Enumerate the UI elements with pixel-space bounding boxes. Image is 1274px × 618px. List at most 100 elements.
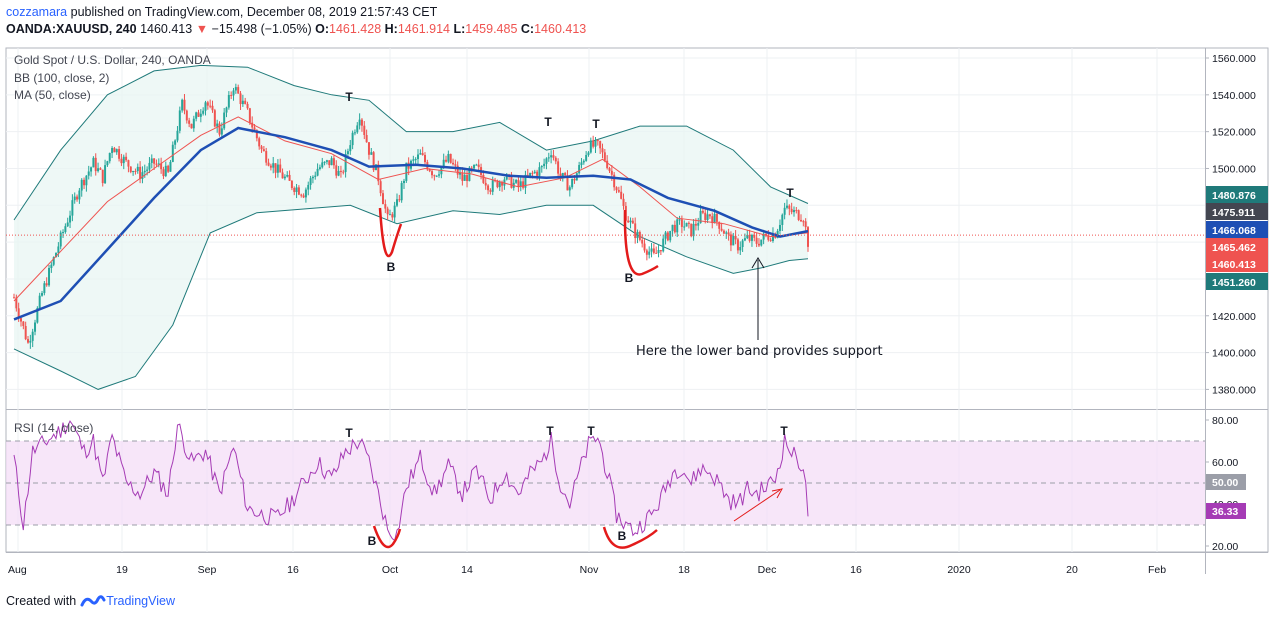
candle-body[interactable]: [211, 105, 214, 111]
candle-body[interactable]: [244, 100, 247, 104]
candle-body[interactable]: [501, 182, 504, 186]
candle-body[interactable]: [169, 161, 172, 172]
candle-body[interactable]: [50, 264, 53, 269]
candle-body[interactable]: [685, 222, 688, 227]
candle-body[interactable]: [445, 159, 448, 162]
candle-body[interactable]: [596, 140, 599, 142]
candle-body[interactable]: [309, 178, 312, 185]
candle-body[interactable]: [379, 181, 382, 194]
candle-body[interactable]: [192, 118, 195, 129]
candle-body[interactable]: [461, 172, 464, 181]
candle-body[interactable]: [267, 162, 270, 166]
candle-body[interactable]: [279, 164, 282, 173]
candle-body[interactable]: [218, 123, 221, 135]
candle-body[interactable]: [783, 207, 786, 215]
bb-lower-band[interactable]: [13, 204, 809, 390]
candle-body[interactable]: [704, 212, 707, 220]
candle-body[interactable]: [181, 99, 184, 111]
candle-body[interactable]: [311, 176, 314, 179]
candle-body[interactable]: [442, 159, 445, 167]
candle-body[interactable]: [559, 173, 562, 177]
candle-body[interactable]: [386, 208, 389, 215]
candle-body[interactable]: [139, 166, 142, 179]
candle-body[interactable]: [120, 158, 123, 164]
candle-body[interactable]: [419, 153, 422, 155]
candle-body[interactable]: [566, 175, 569, 191]
candle-body[interactable]: [659, 250, 662, 252]
candle-body[interactable]: [225, 107, 228, 113]
candle-body[interactable]: [381, 193, 384, 205]
candle-body[interactable]: [449, 153, 452, 163]
candle-body[interactable]: [85, 175, 88, 186]
candle-body[interactable]: [746, 234, 749, 239]
candle-body[interactable]: [92, 157, 95, 168]
bb-basis-line[interactable]: [13, 116, 809, 302]
candle-body[interactable]: [204, 102, 207, 111]
candle-body[interactable]: [468, 167, 471, 182]
candle-body[interactable]: [543, 163, 546, 167]
candle-body[interactable]: [587, 152, 590, 156]
candle-body[interactable]: [248, 108, 251, 123]
candle-body[interactable]: [729, 234, 732, 246]
candle-body[interactable]: [97, 168, 100, 172]
candle-body[interactable]: [171, 144, 174, 162]
candle-body[interactable]: [83, 179, 86, 186]
candle-body[interactable]: [727, 232, 730, 235]
candle-body[interactable]: [515, 179, 518, 183]
candle-body[interactable]: [293, 188, 296, 192]
candle-body[interactable]: [524, 174, 527, 188]
candle-body[interactable]: [393, 205, 396, 218]
ma50-line[interactable]: [13, 126, 809, 321]
candle-body[interactable]: [190, 123, 193, 129]
candle-body[interactable]: [153, 158, 156, 164]
candle-body[interactable]: [122, 156, 125, 164]
candle-body[interactable]: [223, 112, 226, 129]
candle-body[interactable]: [183, 99, 186, 111]
candle-body[interactable]: [251, 122, 254, 128]
candle-body[interactable]: [412, 159, 415, 161]
candle-body[interactable]: [167, 165, 170, 172]
candle-body[interactable]: [199, 113, 202, 117]
candle-body[interactable]: [799, 219, 802, 222]
candle-body[interactable]: [554, 157, 557, 162]
candle-body[interactable]: [683, 226, 686, 228]
candle-body[interactable]: [346, 151, 349, 155]
candle-body[interactable]: [680, 219, 683, 227]
candle-body[interactable]: [125, 156, 128, 161]
candle-body[interactable]: [87, 171, 90, 176]
candle-body[interactable]: [671, 224, 674, 231]
candle-body[interactable]: [370, 152, 373, 155]
candle-body[interactable]: [538, 167, 541, 176]
candle-body[interactable]: [237, 87, 240, 94]
candle-body[interactable]: [517, 179, 520, 187]
candle-body[interactable]: [496, 180, 499, 188]
candle-body[interactable]: [52, 257, 55, 265]
candle-body[interactable]: [620, 191, 623, 199]
candle-body[interactable]: [146, 169, 149, 171]
candle-body[interactable]: [715, 213, 718, 222]
candle-body[interactable]: [463, 175, 466, 181]
candle-body[interactable]: [13, 297, 15, 299]
candle-body[interactable]: [372, 152, 375, 171]
candle-body[interactable]: [807, 227, 809, 247]
candle-body[interactable]: [692, 223, 695, 237]
candle-body[interactable]: [510, 174, 513, 188]
candle-body[interactable]: [498, 182, 501, 188]
candle-body[interactable]: [473, 164, 476, 169]
candle-body[interactable]: [377, 164, 380, 182]
candle-body[interactable]: [477, 164, 480, 168]
bb-indicator-label[interactable]: BB (100, close, 2): [14, 71, 109, 85]
candle-body[interactable]: [657, 250, 660, 254]
candle-body[interactable]: [592, 140, 595, 147]
candle-body[interactable]: [363, 125, 366, 135]
candle-body[interactable]: [561, 173, 564, 177]
candle-body[interactable]: [176, 130, 179, 141]
candle-body[interactable]: [802, 221, 805, 223]
candle-body[interactable]: [585, 155, 588, 161]
candle-body[interactable]: [447, 153, 450, 162]
author-link[interactable]: cozzamara: [6, 5, 68, 19]
candle-body[interactable]: [739, 247, 742, 251]
candle-body[interactable]: [431, 171, 434, 176]
candle-body[interactable]: [540, 166, 543, 168]
candle-body[interactable]: [388, 214, 391, 216]
